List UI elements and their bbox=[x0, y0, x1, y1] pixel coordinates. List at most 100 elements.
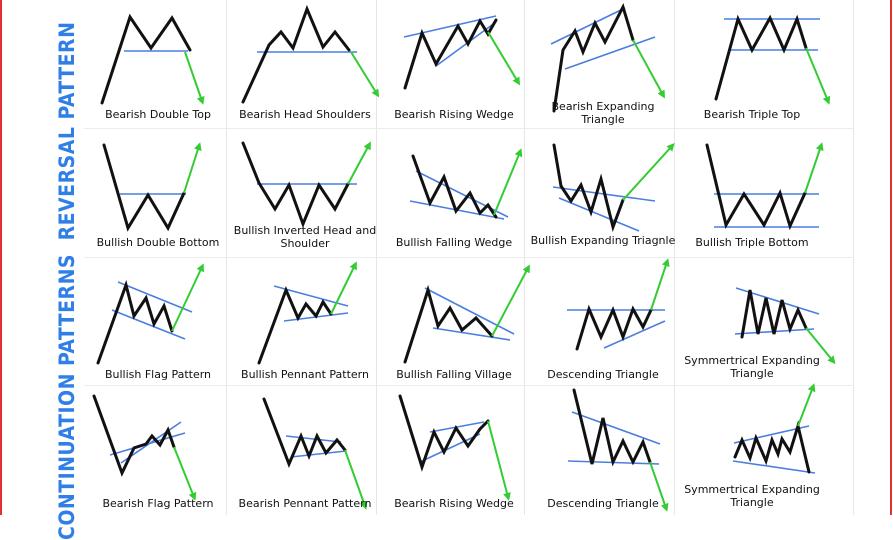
breakout-arrow bbox=[173, 446, 197, 501]
pattern-card: Descending Triangle bbox=[529, 388, 677, 512]
breakout-arrow bbox=[650, 258, 670, 311]
pattern-card: Bullish Inverted Head and Shoulder bbox=[231, 131, 379, 255]
trendline bbox=[564, 36, 656, 70]
pattern-caption: Descending Triangle bbox=[547, 497, 659, 510]
price-line bbox=[705, 143, 807, 231]
section-label-continuation-text: CONTINUATION PATTERNS bbox=[55, 253, 79, 540]
pattern-diagram bbox=[550, 3, 665, 113]
price-line bbox=[100, 13, 192, 105]
row-separator bbox=[84, 385, 854, 386]
trendline bbox=[558, 197, 640, 232]
pattern-diagram bbox=[403, 15, 521, 90]
price-line bbox=[552, 143, 625, 233]
price-line bbox=[575, 304, 653, 351]
pattern-caption: Bearish Rising Wedge bbox=[394, 108, 514, 121]
breakout-arrow bbox=[622, 143, 675, 201]
breakout-arrow bbox=[183, 142, 202, 194]
trendline bbox=[732, 460, 816, 474]
trendline bbox=[111, 309, 186, 340]
frame-left-border bbox=[0, 0, 2, 515]
price-line bbox=[411, 154, 498, 219]
pattern-diagram bbox=[403, 264, 530, 364]
frame-right-border bbox=[890, 0, 892, 515]
pattern-caption: Bullish Falling Wedge bbox=[395, 236, 513, 249]
price-line bbox=[403, 17, 498, 90]
pattern-card: Bullish Falling Wedge bbox=[380, 131, 528, 255]
pattern-diagram bbox=[734, 287, 836, 365]
breakout-arrow bbox=[347, 141, 371, 185]
pattern-card: Bullish Pennant Pattern bbox=[231, 260, 379, 384]
pattern-card: Bearish Triple Top bbox=[678, 0, 831, 124]
pattern-caption: Bearish Triple Top bbox=[703, 108, 801, 121]
price-line bbox=[241, 4, 351, 104]
breakout-arrow bbox=[805, 47, 831, 105]
breakout-arrow bbox=[171, 263, 204, 332]
breakout-arrow bbox=[344, 449, 368, 510]
pattern-diagram bbox=[732, 383, 816, 474]
pattern-diagram bbox=[92, 394, 197, 501]
pattern-caption: Bearish Expanding Triangle bbox=[551, 100, 655, 126]
trendline bbox=[285, 435, 342, 443]
breakout-arrow bbox=[184, 51, 205, 105]
pattern-card: Bullish Double Bottom bbox=[84, 131, 232, 255]
pattern-diagram bbox=[567, 258, 670, 351]
breakout-arrow bbox=[487, 31, 521, 86]
pattern-card: Symmertrical Expanding Triangle bbox=[678, 260, 836, 384]
trendline bbox=[290, 450, 347, 458]
trendline bbox=[419, 433, 481, 463]
price-line bbox=[241, 141, 350, 229]
pattern-caption: Bullish Expanding Triagnle bbox=[530, 234, 676, 247]
trendline bbox=[415, 170, 509, 218]
trendline bbox=[117, 281, 193, 313]
pattern-diagram bbox=[257, 261, 357, 365]
trendline bbox=[603, 320, 666, 349]
pattern-caption: Bullish Triple Bottom bbox=[695, 236, 809, 249]
price-line bbox=[572, 388, 652, 467]
pattern-caption: Symmertrical Expanding Triangle bbox=[684, 483, 820, 509]
pattern-diagram bbox=[241, 4, 380, 104]
pattern-card: Bearish Pennant Pattern bbox=[231, 388, 379, 512]
breakout-arrow bbox=[487, 420, 511, 501]
pattern-diagram bbox=[102, 142, 202, 232]
pattern-caption: Bearish Double Top bbox=[105, 108, 211, 121]
pattern-caption: Bearish Flag Pattern bbox=[102, 497, 214, 510]
trendline bbox=[432, 327, 511, 341]
pattern-caption: Bearish Head Shoulders bbox=[239, 108, 371, 121]
pattern-diagram bbox=[96, 263, 204, 365]
pattern-card: Descending Triangle bbox=[529, 258, 677, 384]
pattern-caption: Bearish Rising Wedge bbox=[394, 497, 514, 510]
trendline bbox=[435, 21, 497, 67]
price-line bbox=[552, 3, 635, 113]
price-line bbox=[262, 397, 347, 468]
breakout-arrow bbox=[491, 264, 530, 337]
pattern-card: Bullish Expanding Triagnle bbox=[529, 131, 677, 255]
trendline bbox=[424, 287, 515, 335]
price-line bbox=[102, 143, 186, 232]
pattern-diagram bbox=[552, 143, 675, 233]
pattern-diagram bbox=[100, 13, 205, 105]
pattern-caption: Bullish Pennant Pattern bbox=[241, 368, 369, 381]
pattern-caption: Symmertrical Expanding Triangle bbox=[684, 354, 820, 380]
breakout-arrow bbox=[804, 142, 824, 194]
pattern-card: Bearish Rising Wedge bbox=[380, 0, 528, 124]
pattern-caption: Bearish Pennant Pattern bbox=[238, 497, 372, 510]
breakout-arrow bbox=[330, 261, 357, 315]
price-line bbox=[403, 284, 494, 364]
row-separator bbox=[84, 257, 854, 258]
price-line bbox=[257, 285, 333, 365]
pattern-caption: Bullish Double Bottom bbox=[96, 236, 220, 249]
breakout-arrow bbox=[350, 51, 380, 98]
pattern-diagram bbox=[567, 388, 669, 512]
breakout-arrow bbox=[805, 327, 836, 365]
pattern-card: Symmertrical Expanding Triangle bbox=[678, 383, 826, 512]
pattern-card: Bullish Triple Bottom bbox=[678, 131, 826, 255]
pattern-caption: Bullish Flag Pattern bbox=[104, 368, 212, 381]
pattern-card: Bearish Flag Pattern bbox=[84, 388, 232, 512]
price-line bbox=[398, 394, 490, 472]
pattern-card: Bearish Rising Wedge bbox=[380, 388, 528, 512]
pattern-card: Bullish Falling Village bbox=[380, 260, 530, 384]
breakout-arrow bbox=[493, 148, 523, 216]
trendline bbox=[571, 411, 661, 445]
row-separator bbox=[84, 128, 854, 129]
pattern-diagram bbox=[262, 397, 368, 510]
